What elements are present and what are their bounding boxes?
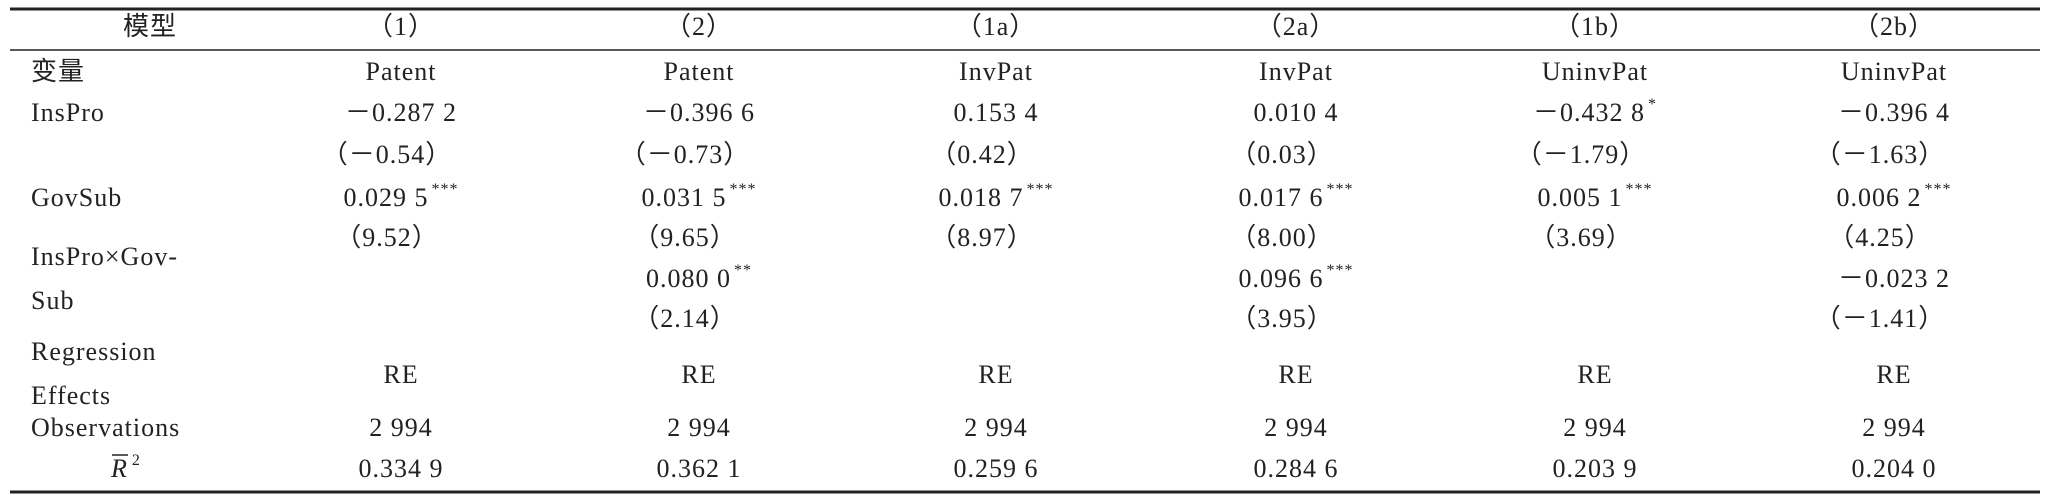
cell: 0.259 6 [954,454,1039,483]
cell: RE [1278,360,1313,389]
significance-stars: *** [1327,262,1354,279]
cell: 2 994 [1563,413,1627,442]
t-statistic: （9.65） [633,223,737,252]
coefficient: －0.023 2 [1838,264,1950,293]
coef-value: 0.080 0 [646,264,731,293]
coef-value: 0.018 7 [939,183,1024,212]
significance-stars: *** [1327,181,1354,198]
t-statistic: （2.14） [633,304,737,333]
row-label: Sub [31,286,74,315]
cell: RE [1577,360,1612,389]
row-label: Observations [31,413,180,442]
t-statistic: （9.52） [335,223,439,252]
coefficient: －0.432 8 * [1533,96,1657,127]
cell: InvPat [1259,57,1333,86]
row-label: GovSub [31,183,122,212]
coef-value: 0.010 4 [1254,98,1339,127]
coefficient: 0.029 5 *** [344,181,459,212]
coefficient: 0.018 7 *** [939,181,1054,212]
t-statistic: （0.42） [930,140,1034,169]
coef-value: －0.023 2 [1838,264,1950,293]
cell: RE [681,360,716,389]
significance-stars: *** [432,181,459,198]
cell: 2 994 [1264,413,1328,442]
cell: InvPat [959,57,1033,86]
coefficient: 0.017 6 *** [1239,181,1354,212]
coefficient: 0.080 0 ** [646,262,752,293]
t-statistic: （0.03） [1230,140,1334,169]
significance-stars: ** [734,262,752,279]
header-cell: （2b） [1853,12,1935,41]
header-cell: （1a） [956,12,1037,41]
coef-value: 0.006 2 [1837,183,1922,212]
coefficient: 0.096 6 *** [1239,262,1354,293]
significance-stars: *** [730,181,757,198]
header-cell: （1b） [1554,12,1636,41]
cell: RE [383,360,418,389]
cell: RE [978,360,1013,389]
coef-value: －0.396 6 [643,98,755,127]
cell: Patent [664,57,735,86]
row-label: InsPro×Gov- [31,242,178,271]
header-label: 模型 [123,12,177,41]
cell: 0.204 0 [1852,454,1937,483]
t-statistic: （8.97） [930,223,1034,252]
t-statistic: （4.25） [1828,223,1932,252]
t-statistic: （3.95） [1230,304,1334,333]
coef-value: 0.153 4 [954,98,1039,127]
cell: RE [1876,360,1911,389]
header-cell: （1） [367,12,435,41]
row-label: Regression [31,337,157,366]
cell: 2 994 [369,413,433,442]
cell: 2 994 [667,413,731,442]
coef-value: －0.287 2 [345,98,457,127]
cell: UninvPat [1841,57,1947,86]
header-cell: （2a） [1256,12,1337,41]
significance-stars: *** [1626,181,1653,198]
t-statistic: （8.00） [1230,223,1334,252]
coefficient: 0.006 2 *** [1837,181,1952,212]
t-statistic: （－1.63） [1815,140,1946,169]
coef-value: 0.031 5 [642,183,727,212]
coef-value: 0.096 6 [1239,264,1324,293]
r-symbol: R [110,454,128,483]
significance-stars: *** [1027,181,1054,198]
coef-value: 0.029 5 [344,183,429,212]
coefficient: －0.396 6 [643,98,755,127]
coef-value: 0.017 6 [1239,183,1324,212]
cell: Patent [366,57,437,86]
significance-stars: * [1648,96,1657,113]
t-statistic: （－1.41） [1815,304,1946,333]
cell: 0.334 9 [359,454,444,483]
coefficient: 0.153 4 [954,98,1039,127]
coefficient: 0.010 4 [1254,98,1339,127]
coefficient: －0.287 2 [345,98,457,127]
cell: UninvPat [1542,57,1648,86]
coef-value: －0.396 4 [1838,98,1950,127]
row-label: InsPro [31,98,105,127]
coefficient: 0.005 1 *** [1538,181,1653,212]
row-label: 变量 [31,57,85,86]
cell: 2 994 [1862,413,1926,442]
significance-stars: *** [1925,181,1952,198]
t-statistic: （－1.79） [1516,140,1647,169]
cell: 0.362 1 [657,454,742,483]
header-cell: （2） [665,12,733,41]
r-superscript: 2 [132,452,141,469]
t-statistic: （－0.54） [322,140,453,169]
t-statistic: （－0.73） [620,140,751,169]
coef-value: －0.432 8 [1533,98,1645,127]
t-statistic: （3.69） [1529,223,1633,252]
coefficient: 0.031 5 *** [642,181,757,212]
cell: 2 994 [964,413,1028,442]
coefficient: －0.396 4 [1838,98,1950,127]
coef-value: 0.005 1 [1538,183,1623,212]
cell: 0.203 9 [1553,454,1638,483]
cell: 0.284 6 [1254,454,1339,483]
row-label: Effects [31,381,111,410]
